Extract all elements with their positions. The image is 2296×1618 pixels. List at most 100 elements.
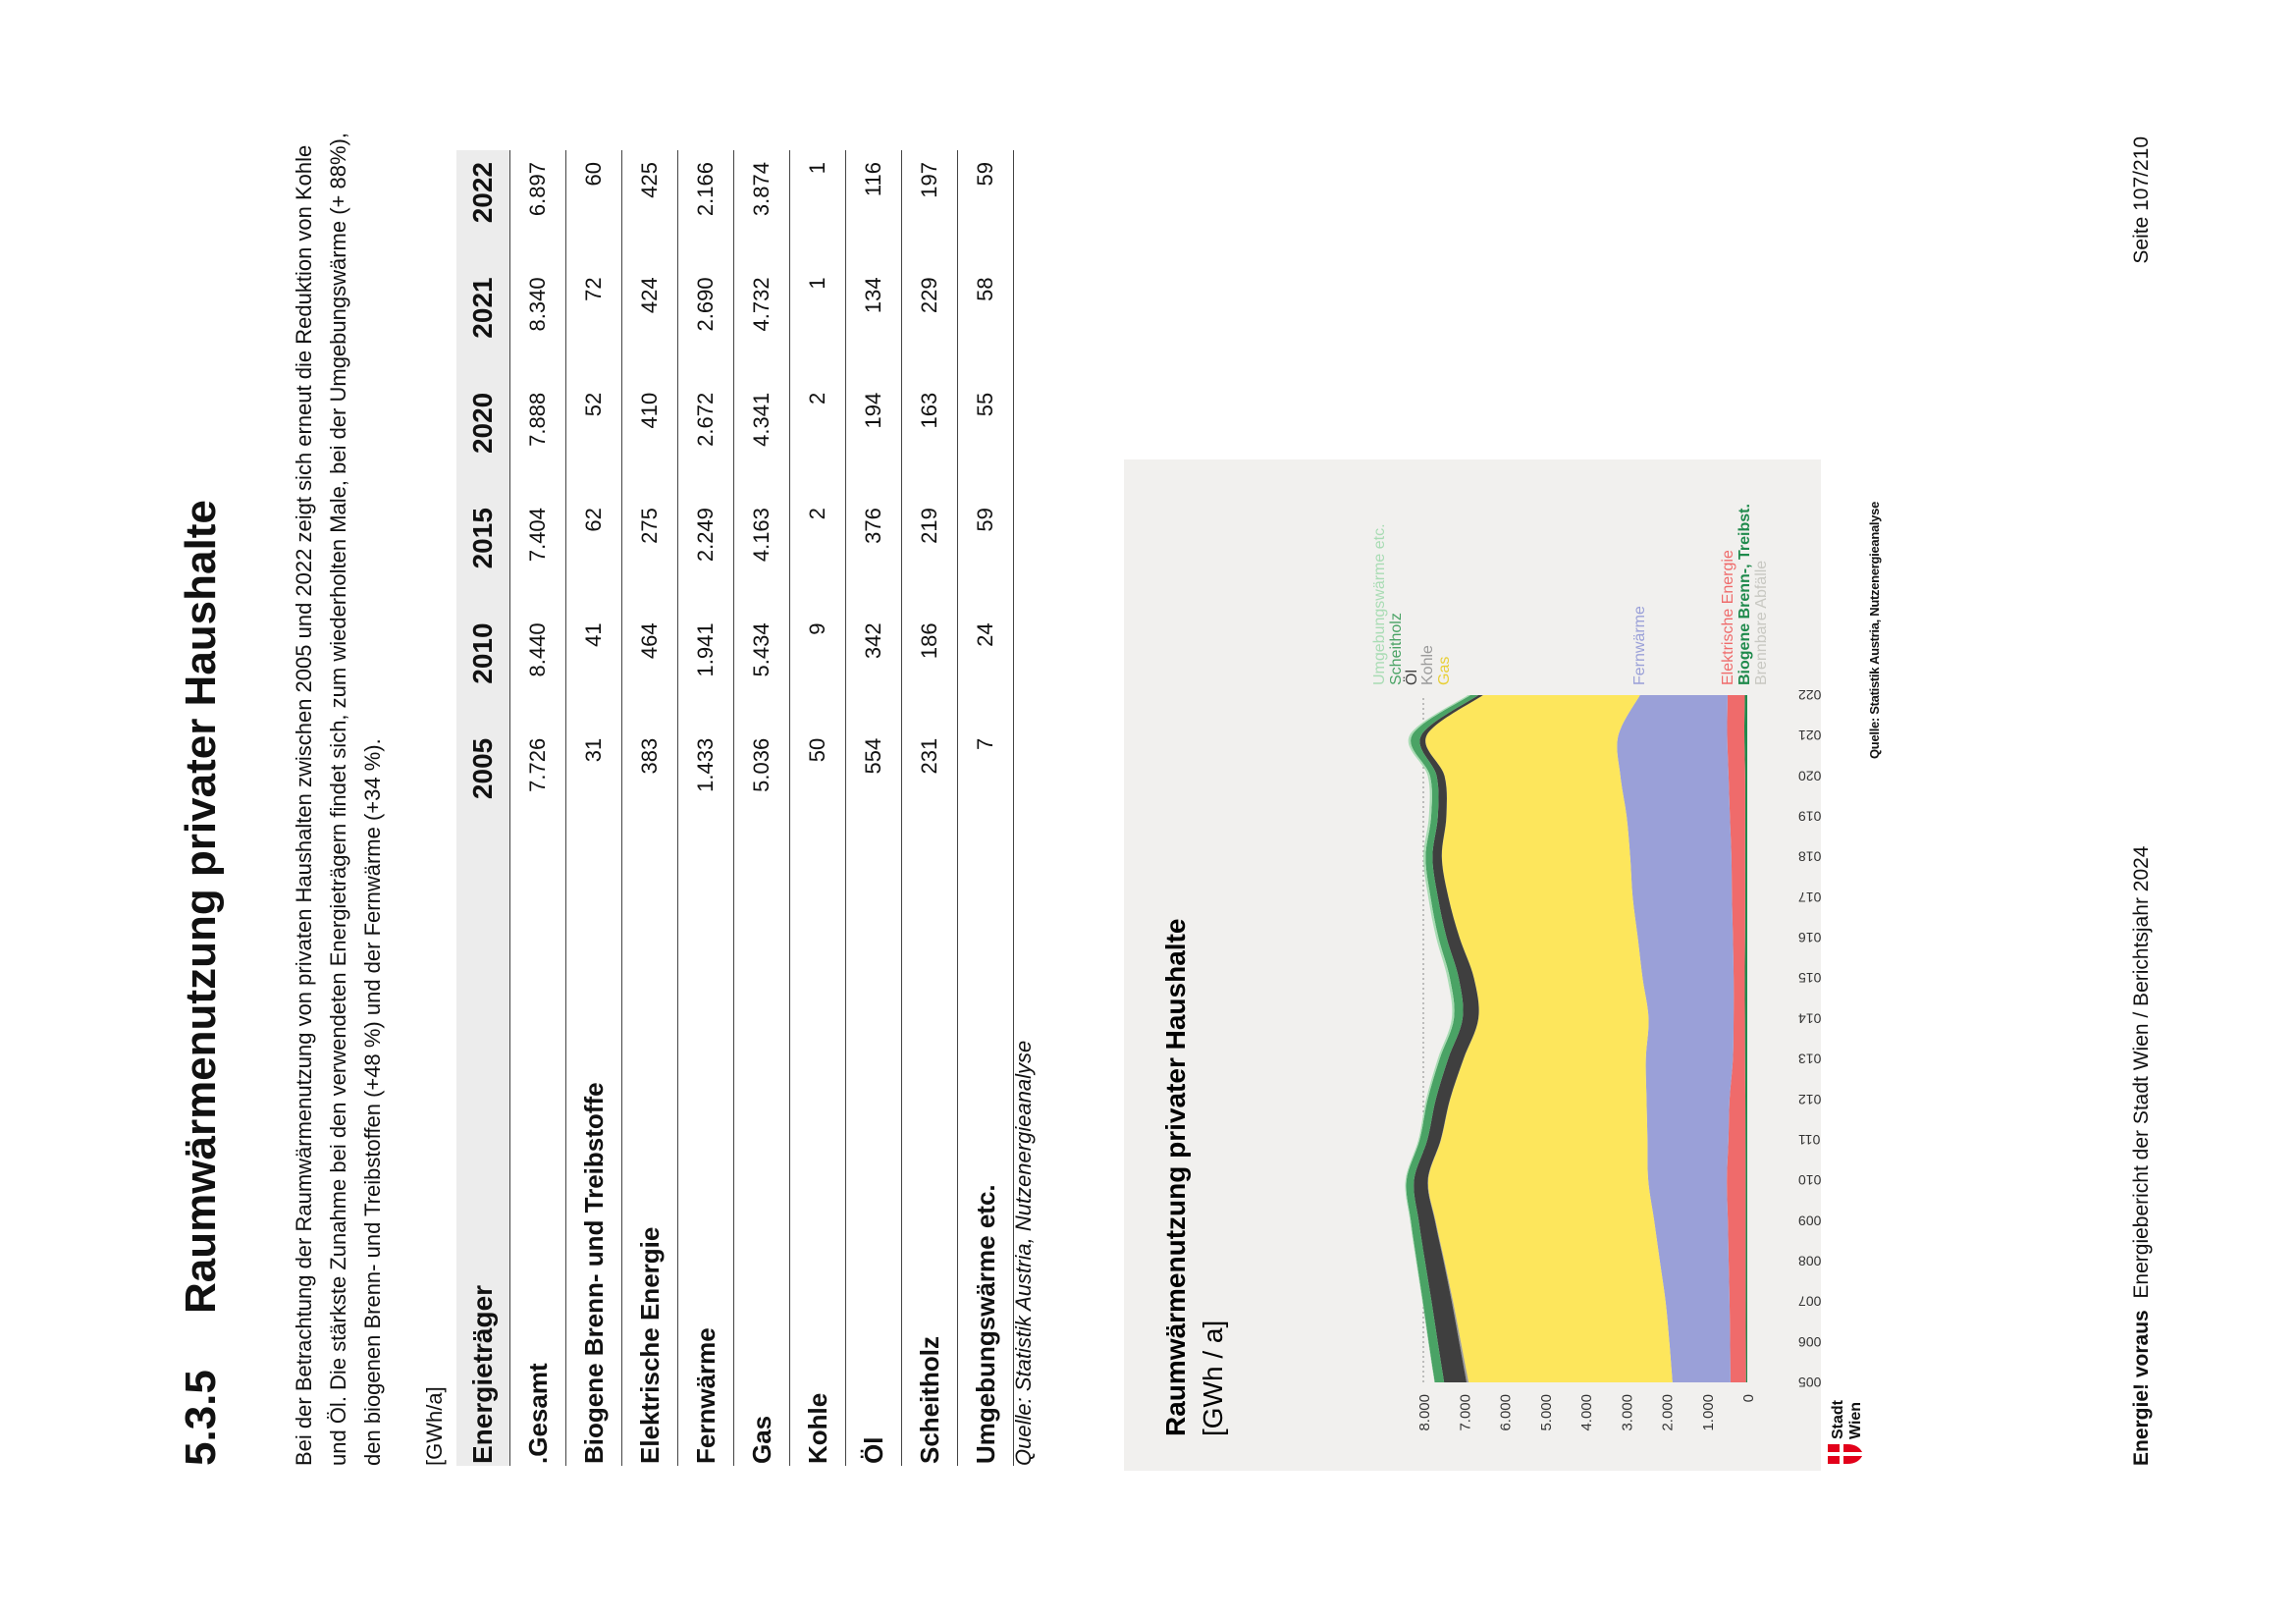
y-axis-label: [GWh / a] bbox=[1198, 1321, 1228, 1436]
table-cell: 2.166 bbox=[677, 150, 734, 266]
table-cell: 9 bbox=[789, 611, 846, 727]
table-row: Elektrische Energie 383 464 275 410 424 425 bbox=[621, 150, 678, 1466]
col-header: 2021 bbox=[456, 265, 510, 381]
table-cell: 134 bbox=[845, 265, 902, 381]
table-cell: 8.440 bbox=[509, 611, 566, 727]
table-cell: 464 bbox=[621, 611, 678, 727]
x-tick-label: 2011 bbox=[1798, 1132, 1821, 1148]
legend-label: Elektrische Energie bbox=[1720, 550, 1736, 685]
table-cell: 2.672 bbox=[677, 380, 734, 497]
logo-line1: Stadt bbox=[1830, 1399, 1846, 1439]
table-cell: 52 bbox=[565, 380, 622, 497]
table-cell: 5.036 bbox=[733, 726, 790, 842]
x-tick-label: 2022 bbox=[1798, 687, 1821, 703]
table-cell: 4.341 bbox=[733, 380, 790, 497]
table-cell: 41 bbox=[565, 611, 622, 727]
table-cell: 383 bbox=[621, 726, 678, 842]
table-row: .Gesamt 7.726 8.440 7.404 7.888 8.340 6.897 bbox=[509, 150, 566, 1466]
table-cell: 219 bbox=[901, 496, 958, 612]
page-number: Seite 107/210 bbox=[2130, 136, 2153, 264]
legend-label: Brennbare Abfälle bbox=[1753, 561, 1770, 685]
x-tick-label: 2016 bbox=[1798, 930, 1821, 945]
table-row: Biogene Brenn- und Treibstoffe 31 41 62 52 72… bbox=[565, 150, 622, 1466]
col-header: 2022 bbox=[456, 150, 510, 266]
table-cell: 4.732 bbox=[733, 265, 790, 381]
x-tick-label: 2015 bbox=[1798, 970, 1821, 986]
stacked-area-chart: Raumwärmenutzung privater Haushalte [GWh … bbox=[1160, 504, 1821, 1436]
section-number: 5.3.5 bbox=[177, 1370, 225, 1466]
table-cell: 7.888 bbox=[509, 380, 566, 497]
y-tick-label: 5.000 bbox=[1538, 1394, 1555, 1431]
table-cell: 1.941 bbox=[677, 611, 734, 727]
table-cell: 3.874 bbox=[733, 150, 790, 266]
table-header-row: Energieträger 2005 2010 2015 2020 2021 2… bbox=[456, 150, 510, 1466]
table-cell: 50 bbox=[789, 726, 846, 842]
section-title: Raumwärmenutzung privater Haushalte bbox=[177, 500, 225, 1314]
x-tick-label: 2007 bbox=[1798, 1294, 1821, 1310]
table-cell: 72 bbox=[565, 265, 622, 381]
wien-shield-icon: Stadt Wien bbox=[1828, 1399, 1864, 1464]
table-row: Kohle 50 9 2 2 1 1 bbox=[789, 150, 846, 1466]
legend-label: Kohle bbox=[1419, 645, 1436, 685]
row-label: Biogene Brenn- und Treibstoffe bbox=[565, 841, 622, 1466]
table-row: Umgebungswärme etc. 7 24 59 55 58 59 bbox=[957, 150, 1014, 1466]
area-series-3 bbox=[1617, 695, 1735, 1382]
y-tick-label: 6.000 bbox=[1498, 1394, 1515, 1431]
x-tick-label: 2012 bbox=[1798, 1092, 1821, 1107]
area-series-6 bbox=[1414, 695, 1483, 1382]
legend-label: Fernwärme bbox=[1631, 606, 1648, 685]
table-cell: 197 bbox=[901, 150, 958, 266]
table-cell: 554 bbox=[845, 726, 902, 842]
x-tick-label: 2008 bbox=[1798, 1253, 1821, 1268]
table-cell: 424 bbox=[621, 265, 678, 381]
table-cell: 186 bbox=[901, 611, 958, 727]
footer: Energie! voraus Energiebericht der Stadt… bbox=[2130, 846, 2154, 1466]
row-label: Fernwärme bbox=[677, 841, 734, 1466]
table-cell: 376 bbox=[845, 496, 902, 612]
table-cell: 342 bbox=[845, 611, 902, 727]
col-header: 2020 bbox=[456, 380, 510, 497]
y-tick-label: 4.000 bbox=[1578, 1394, 1595, 1431]
row-label: Umgebungswärme etc. bbox=[957, 841, 1014, 1466]
x-tick-label: 2021 bbox=[1798, 728, 1821, 743]
chart-source: Quelle: Statistik Austria, Nutzenergiean… bbox=[1867, 502, 1882, 759]
table-row: Öl 554 342 376 194 134 116 bbox=[845, 150, 902, 1466]
table-cell: 425 bbox=[621, 150, 678, 266]
chart-title: Raumwärmenutzung privater Haushalte bbox=[1160, 919, 1191, 1436]
table-cell: 58 bbox=[957, 265, 1014, 381]
intro-paragraph: Bei der Betrachtung der Raumwärmenutzung… bbox=[292, 133, 385, 1466]
table-cell: 55 bbox=[957, 380, 1014, 497]
legend-label: Scheitholz bbox=[1388, 613, 1405, 685]
area-series-4 bbox=[1425, 695, 1673, 1382]
area-series-2 bbox=[1727, 695, 1746, 1382]
table-cell: 1 bbox=[789, 265, 846, 381]
table-cell: 410 bbox=[621, 380, 678, 497]
y-tick-label: 3.000 bbox=[1619, 1394, 1635, 1431]
energy-table: Energieträger 2005 2010 2015 2020 2021 2… bbox=[456, 150, 1014, 1466]
table-cell: 6.897 bbox=[509, 150, 566, 266]
table-unit: [GWh/a] bbox=[422, 1386, 447, 1466]
table-row: Scheitholz 231 186 219 163 229 197 bbox=[901, 150, 958, 1466]
table-cell: 31 bbox=[565, 726, 622, 842]
table-cell: 2.690 bbox=[677, 265, 734, 381]
x-tick-label: 2018 bbox=[1798, 849, 1821, 865]
legend-label: Umgebungswärme etc. bbox=[1371, 523, 1388, 685]
table-cell: 2.249 bbox=[677, 496, 734, 612]
row-label: Kohle bbox=[789, 841, 846, 1466]
footer-text: Energiebericht der Stadt Wien / Berichts… bbox=[2130, 845, 2153, 1299]
row-label: Öl bbox=[845, 841, 902, 1466]
table-cell: 1 bbox=[789, 150, 846, 266]
row-label: Scheitholz bbox=[901, 841, 958, 1466]
table-cell: 194 bbox=[845, 380, 902, 497]
table-cell: 8.340 bbox=[509, 265, 566, 381]
table-row: Fernwärme 1.433 1.941 2.249 2.672 2.690 2.166 bbox=[677, 150, 734, 1466]
table-cell: 60 bbox=[565, 150, 622, 266]
table-cell: 7 bbox=[957, 726, 1014, 842]
col-header: 2010 bbox=[456, 611, 510, 727]
y-tick-label: 0 bbox=[1740, 1394, 1757, 1402]
y-tick-label: 8.000 bbox=[1416, 1394, 1433, 1431]
table-cell: 1.433 bbox=[677, 726, 734, 842]
stadt-wien-logo: Stadt Wien bbox=[1826, 1397, 1870, 1466]
x-tick-label: 2019 bbox=[1798, 809, 1821, 825]
